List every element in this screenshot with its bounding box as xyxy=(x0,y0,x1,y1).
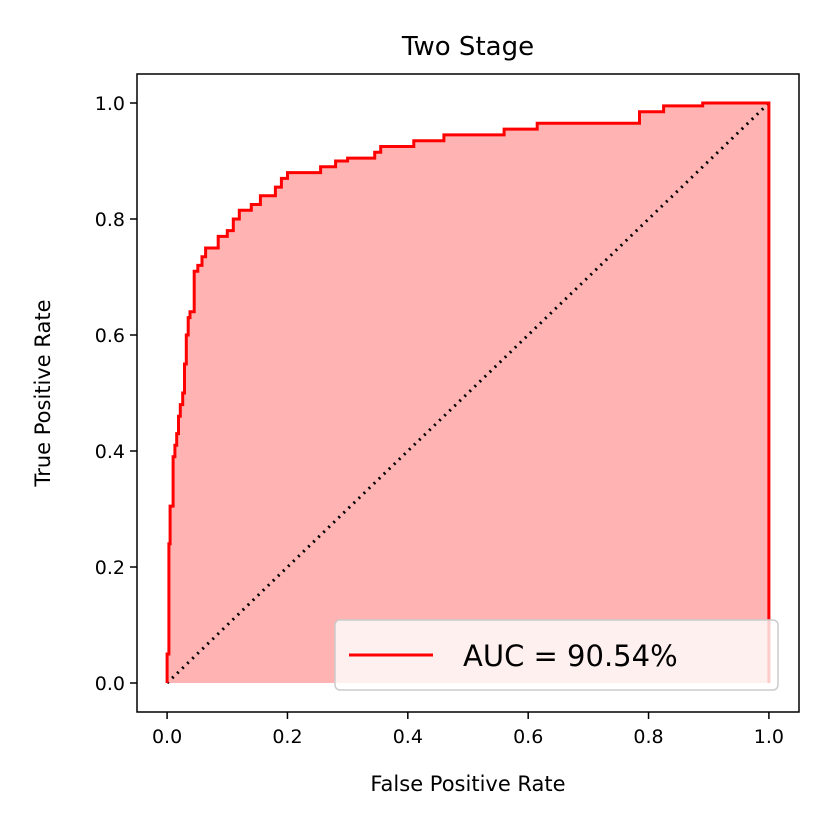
legend-label: AUC = 90.54% xyxy=(463,639,678,673)
y-tick-label: 0.0 xyxy=(95,673,125,695)
y-axis-label: True Positive Rate xyxy=(31,299,55,487)
x-tick-label: 1.0 xyxy=(754,726,784,748)
x-axis-ticks: 0.0 0.2 0.4 0.6 0.8 1.0 xyxy=(152,712,784,748)
x-tick-label: 0.8 xyxy=(633,726,663,748)
y-axis-ticks: 0.0 0.2 0.4 0.6 0.8 1.0 xyxy=(95,93,137,695)
x-tick-label: 0.4 xyxy=(393,726,423,748)
y-tick-label: 0.2 xyxy=(95,557,125,579)
chart-title: Two Stage xyxy=(401,32,534,62)
x-tick-label: 0.2 xyxy=(272,726,302,748)
legend-box xyxy=(334,619,779,691)
legend: AUC = 90.54% xyxy=(334,619,779,691)
plot-area xyxy=(165,101,771,685)
roc-area-fill xyxy=(167,103,769,683)
roc-curve-line xyxy=(165,101,771,683)
x-tick-label: 0.0 xyxy=(152,726,182,748)
y-tick-label: 0.4 xyxy=(95,441,125,463)
y-tick-label: 0.6 xyxy=(95,325,125,347)
x-tick-label: 0.6 xyxy=(513,726,543,748)
axes-frame xyxy=(136,73,800,713)
y-tick-label: 1.0 xyxy=(95,93,125,115)
x-axis-label: False Positive Rate xyxy=(370,772,565,796)
y-tick-label: 0.8 xyxy=(95,209,125,231)
